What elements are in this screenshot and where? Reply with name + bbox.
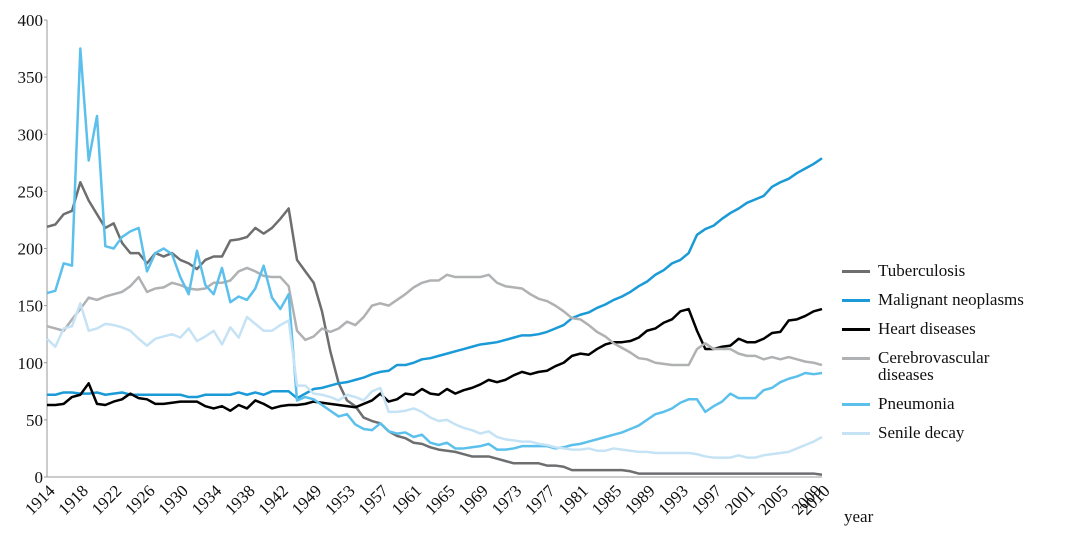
legend-swatch [842, 270, 870, 273]
y-tick-label: 50 [26, 411, 43, 430]
x-tick-label: 1957 [355, 481, 393, 519]
y-tick-label: 150 [18, 297, 44, 316]
legend-item: Malignant neoplasms [842, 291, 1042, 308]
legend-label: Malignant neoplasms [878, 290, 1024, 309]
x-tick-label: 1997 [688, 481, 726, 519]
x-axis-label: year [844, 507, 874, 526]
y-tick-label: 100 [18, 354, 44, 373]
y-tick-label: 0 [35, 468, 44, 487]
x-tick-label: 1942 [255, 481, 292, 518]
legend-swatch [842, 403, 870, 406]
x-tick-label: 1953 [321, 481, 358, 518]
x-tick-label: 1977 [521, 481, 559, 519]
y-tick-label: 300 [18, 125, 44, 144]
legend-item: Heart diseases [842, 320, 1042, 337]
x-tick-label: 1914 [21, 481, 59, 519]
x-tick-label: 1989 [621, 481, 658, 518]
x-tick-label: 1938 [221, 481, 258, 518]
legend-label: Pneumonia [878, 394, 955, 413]
legend-item: Tuberculosis [842, 262, 1042, 279]
x-tick-label: 1965 [421, 481, 458, 518]
legend-swatch [842, 299, 870, 302]
x-tick-label: 1985 [588, 481, 625, 518]
legend-label: Cerebrovascular diseases [878, 348, 990, 384]
series-line [46, 302, 823, 459]
legend-label: Tuberculosis [878, 261, 966, 280]
x-tick-label: 1918 [55, 481, 92, 518]
x-tick-label: 1961 [388, 481, 425, 518]
legend-item: Cerebrovascular diseases [842, 349, 1042, 383]
x-tick-label: 1930 [155, 481, 192, 518]
x-tick-label: 1993 [655, 481, 692, 518]
legend-swatch [842, 357, 870, 360]
legend-label: Heart diseases [878, 319, 976, 338]
series-line [47, 307, 823, 412]
x-tick-label: 1926 [121, 481, 158, 518]
series-line [47, 157, 823, 400]
legend-item: Senile decay [842, 424, 1042, 441]
series-line [46, 47, 823, 451]
y-tick-label: 250 [18, 182, 44, 201]
x-tick-label: 2001 [721, 481, 758, 518]
legend: Tuberculosis Malignant neoplasms Heart dis… [842, 262, 1042, 453]
legend-item: Pneumonia [842, 395, 1042, 412]
series-line [46, 266, 823, 367]
series-line [46, 180, 823, 476]
x-tick-label: 1934 [188, 481, 226, 519]
legend-swatch [842, 328, 870, 331]
x-tick-label: 1922 [88, 481, 125, 518]
y-tick-label: 400 [18, 11, 44, 30]
x-tick-label: 1973 [488, 481, 525, 518]
x-tick-label: 1969 [455, 481, 492, 518]
y-tick-label: 200 [18, 240, 44, 259]
y-tick-label: 350 [18, 68, 44, 87]
legend-swatch [842, 432, 870, 435]
x-tick-label: 1981 [555, 481, 592, 518]
x-tick-label: 2005 [755, 481, 792, 518]
x-tick-label: 1949 [288, 481, 325, 518]
legend-label: Senile decay [878, 423, 965, 442]
